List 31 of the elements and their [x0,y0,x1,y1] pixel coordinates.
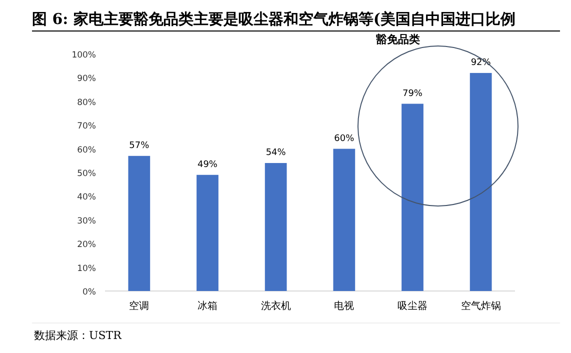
y-tick-label: 90% [77,74,96,84]
bar [333,148,356,291]
bar [402,104,424,291]
bar [128,156,150,291]
y-tick-label: 40% [77,192,96,203]
y-tick-label: 0% [82,288,96,298]
y-tick-label: 10% [77,264,96,274]
data-label: 49% [197,160,218,170]
x-tick-label: 空气炸锅 [460,300,501,312]
y-tick-label: 70% [77,122,96,132]
x-tick-label: 洗衣机 [260,300,291,312]
x-tick-label: 电视 [334,300,354,312]
y-tick-label: 100% [72,50,96,60]
data-label: 60% [334,134,355,144]
text: 豁免品类 [376,33,420,46]
chart-title: 图 6: 家电主要豁免品类主要是吸尘器和空气炸锅等(美国自中国进口比例 [32,10,516,28]
y-tick-label: 30% [77,216,96,226]
bar [470,72,492,291]
bar [196,174,218,291]
y-tick-label: 50% [77,169,96,179]
x-tick-label: 冰箱 [198,300,218,312]
y-tick-label: 60% [77,145,96,156]
data-label: 79% [402,88,423,99]
data-label: 54% [266,148,286,158]
y-tick-label: 20% [77,240,96,250]
x-tick-label: 吸尘器 [398,300,428,312]
y-tick-label: 80% [77,98,96,108]
x-tick-label: 空调 [129,300,150,312]
data-label: 57% [129,140,150,151]
source-note: 数据来源：USTR [34,329,122,342]
bar [264,163,287,291]
